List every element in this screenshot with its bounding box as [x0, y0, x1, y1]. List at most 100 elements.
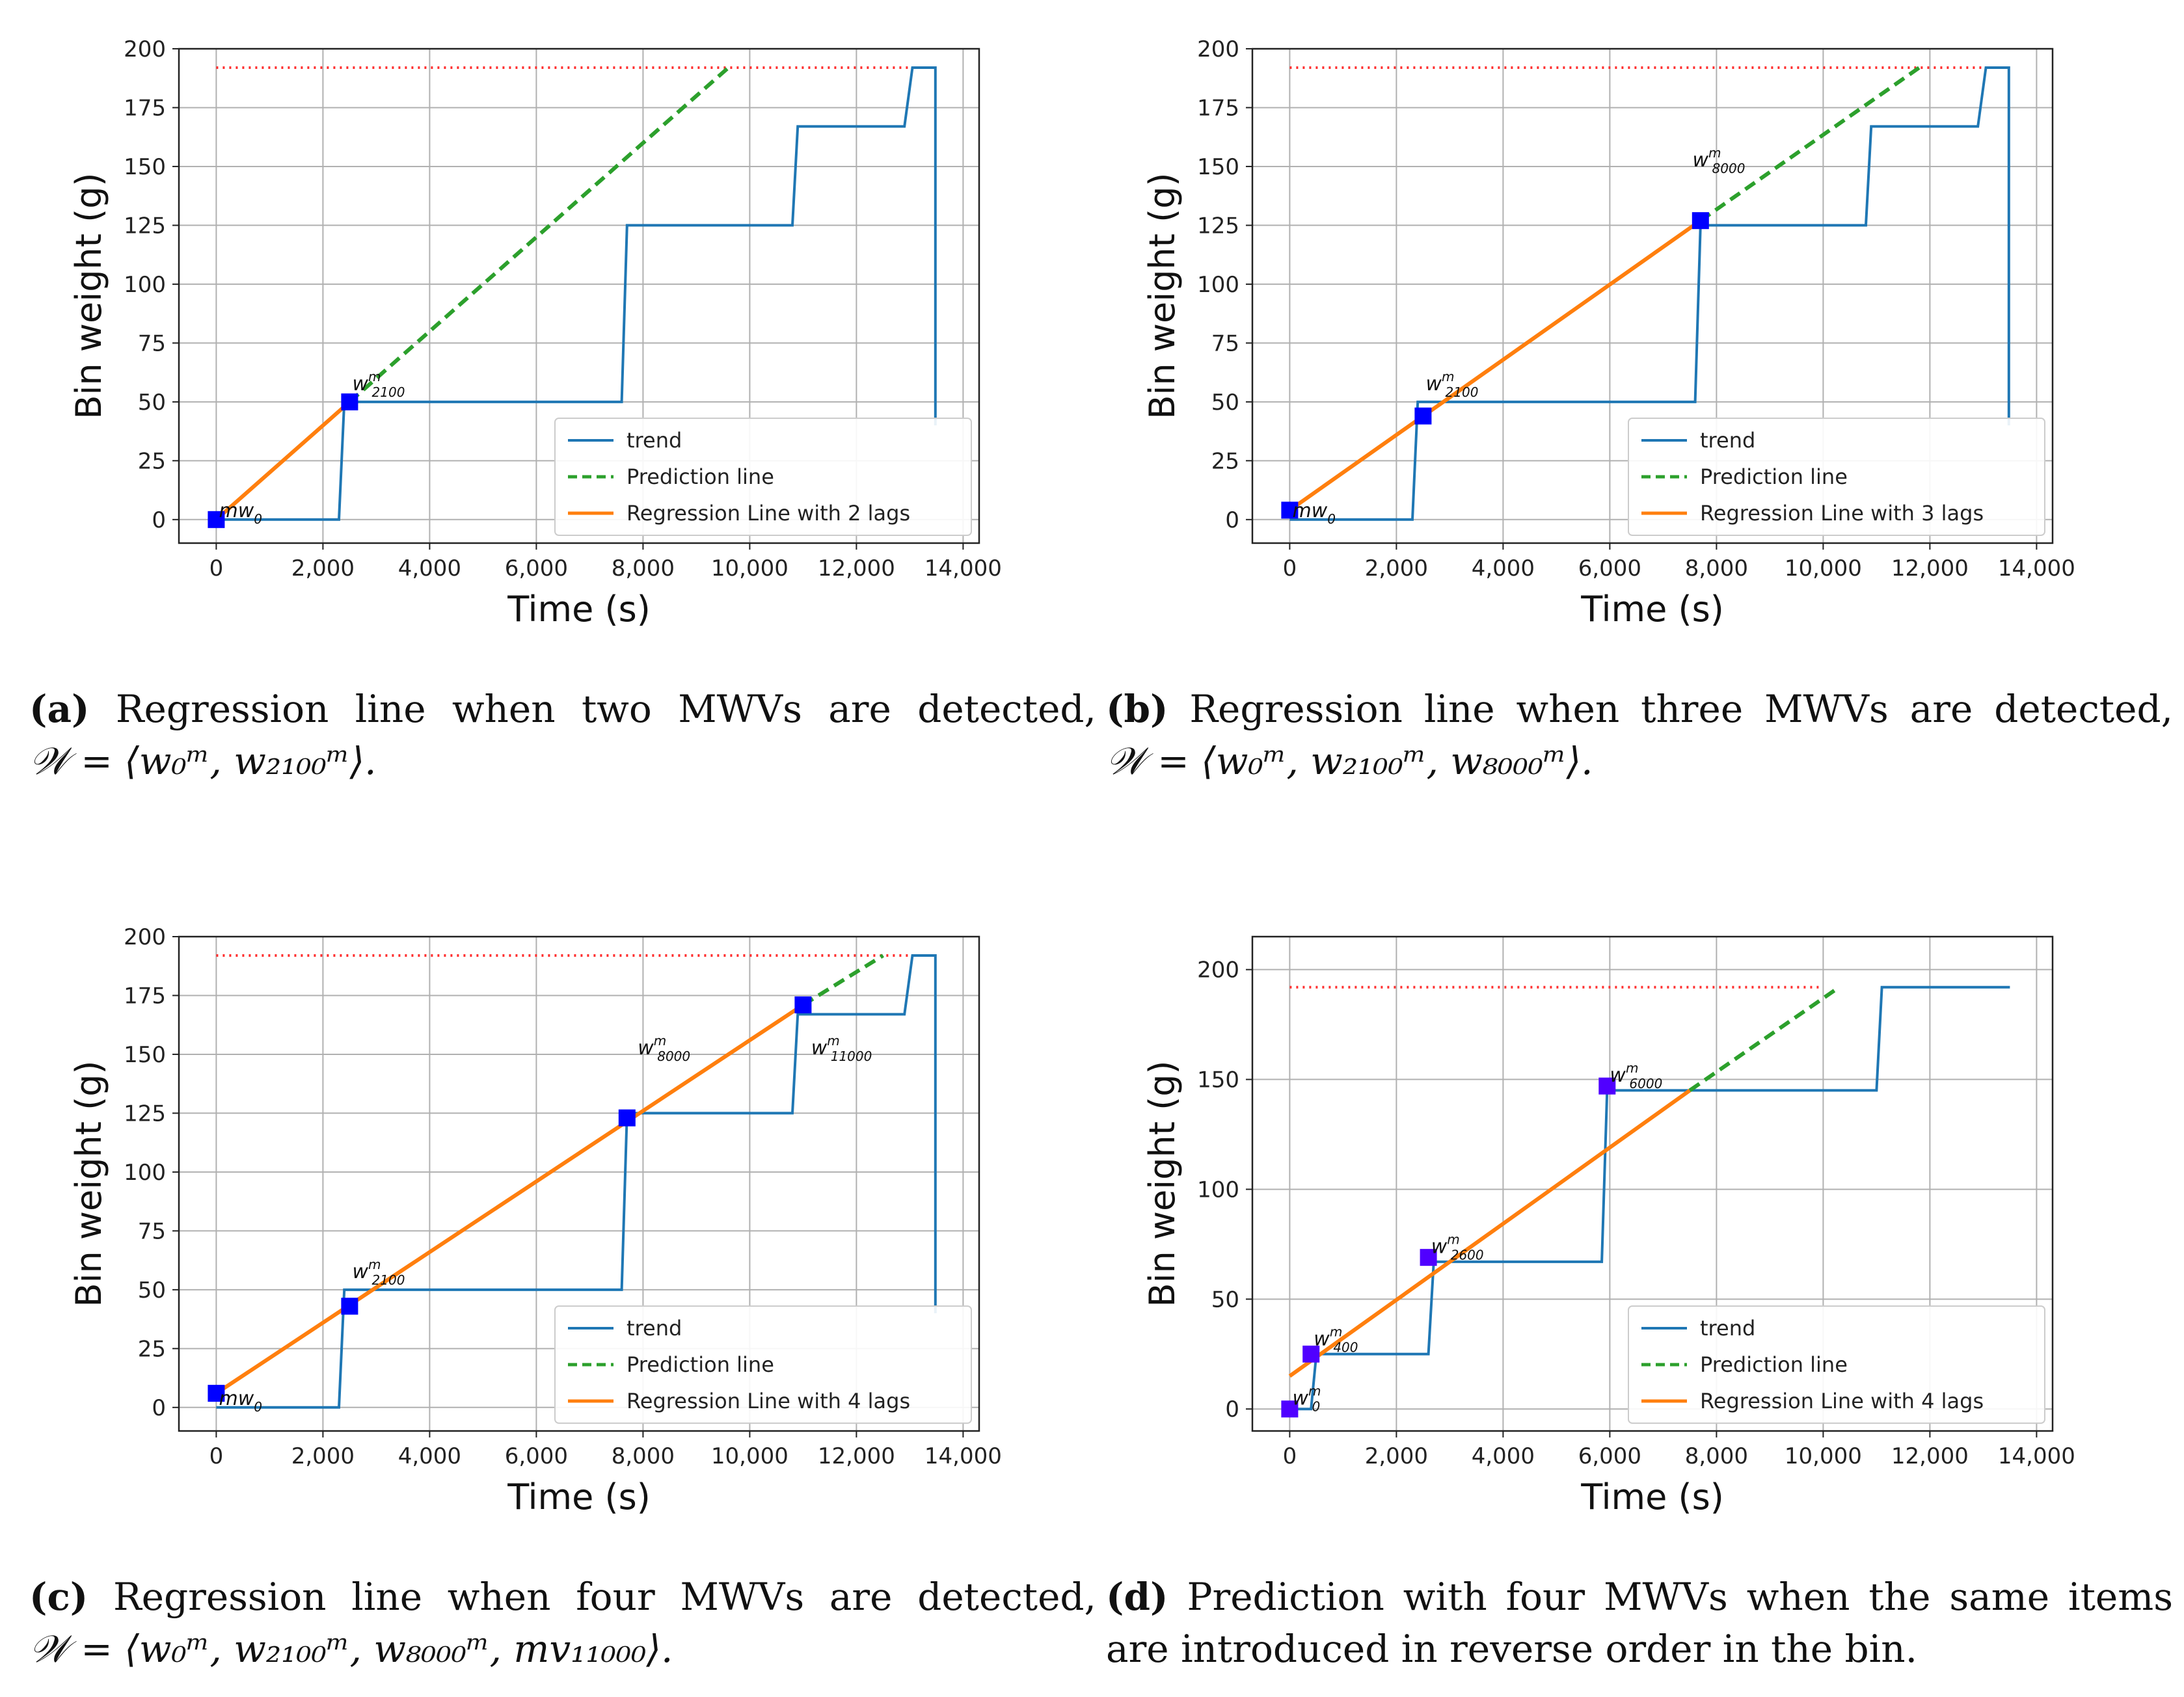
- mwv-marker: [1281, 501, 1299, 519]
- mwv-marker: [1414, 407, 1432, 425]
- y-tick-label: 100: [1197, 1177, 1239, 1203]
- x-axis-label: Time (s): [507, 589, 651, 630]
- x-tick-label: 2,000: [291, 1443, 355, 1469]
- y-tick-label: 175: [1197, 95, 1239, 121]
- x-tick-label: 2,000: [291, 555, 355, 581]
- annotation-sup: m: [1308, 1383, 1321, 1398]
- annotation-sup: m: [368, 369, 381, 384]
- legend-label: Regression Line with 4 lags: [1700, 1389, 1984, 1413]
- annotation-sup: m: [827, 1033, 839, 1049]
- point-annotation: wm 2100: [353, 369, 405, 400]
- trend-series-line: [216, 66, 937, 521]
- x-tick-label: 8,000: [612, 1443, 675, 1469]
- plot-frame: [1251, 47, 2054, 544]
- y-tick-label: 150: [1197, 1067, 1239, 1093]
- caption-c-line2: 𝒲 = ⟨w₀ᵐ, w₂₁₀₀ᵐ, w₈₀₀₀ᵐ, mv₁₁₀₀₀⟩.: [29, 1627, 673, 1671]
- annotation-base: w: [1314, 1328, 1330, 1350]
- annotation-sup: m: [1330, 1324, 1342, 1339]
- point-annotation: wm 6000: [1610, 1060, 1662, 1091]
- annotation-base: w: [811, 1037, 828, 1060]
- x-tick-label: 14,000: [1998, 1443, 2075, 1469]
- trend-series-line: [1289, 985, 2010, 1411]
- legend-label: Regression Line with 3 lags: [1700, 501, 1984, 526]
- annotation-base: w: [1610, 1064, 1626, 1087]
- x-tick-label: 6,000: [505, 555, 568, 581]
- annotation-sub: 2100: [372, 1272, 405, 1288]
- annotation-sub: 0: [254, 511, 262, 527]
- mwv-marker: [1598, 1077, 1616, 1095]
- annotation-sub: 8000: [1712, 161, 1746, 176]
- regression-series-line: [215, 1003, 805, 1395]
- y-tick-label: 100: [124, 272, 166, 298]
- regression-series-line: [1288, 1088, 1692, 1378]
- annotation-sub: 2600: [1451, 1247, 1484, 1263]
- legend-box: [1628, 418, 2045, 536]
- annotation-sub: 11000: [831, 1049, 872, 1064]
- plot-frame: [178, 935, 980, 1432]
- x-tick-label: 14,000: [924, 555, 1002, 581]
- x-tick-label: 2,000: [1365, 555, 1428, 581]
- annotation-sub: 8000: [657, 1049, 690, 1064]
- caption-b-line2: 𝒲 = ⟨w₀ᵐ, w₂₁₀₀ᵐ, w₈₀₀₀ᵐ⟩.: [1106, 739, 1593, 783]
- point-annotation: mw0: [219, 500, 263, 527]
- mwv-marker: [794, 996, 812, 1013]
- y-axis-label: Bin weight (g): [68, 172, 109, 419]
- legend-label: Prediction line: [627, 1352, 774, 1377]
- mwv-marker: [1420, 1249, 1437, 1266]
- x-tick-label: 6,000: [1578, 1443, 1641, 1469]
- legend-box: [1628, 1305, 2045, 1424]
- annotation-sup: m: [1626, 1060, 1638, 1076]
- x-tick-label: 12,000: [818, 555, 895, 581]
- x-tick-label: 0: [209, 555, 224, 581]
- point-annotation: wm 2600: [1431, 1231, 1484, 1263]
- caption-b-line1: Regression line when three MWVs are dete…: [1189, 687, 2174, 731]
- regression-series-line: [215, 400, 351, 522]
- x-tick-label: 0: [1283, 555, 1297, 581]
- annotation-sup: m: [1708, 145, 1721, 161]
- y-tick-label: 150: [124, 1042, 166, 1068]
- mwv-marker: [1692, 212, 1709, 230]
- x-tick-label: 12,000: [1891, 555, 1969, 581]
- y-tick-label: 200: [124, 36, 166, 62]
- legend-box: [554, 418, 972, 536]
- x-tick-label: 4,000: [1472, 1443, 1535, 1469]
- chart-a: 0 2,000 4,000 6,000 8,000 10,000 12,000 14,000 0…: [68, 36, 1002, 630]
- x-tick-label: 2,000: [1365, 1443, 1428, 1469]
- chart-c: 0 2,000 4,000 6,000 8,000 10,000 12,000 14,000 0…: [68, 924, 1002, 1517]
- x-tick-label: 12,000: [818, 1443, 895, 1469]
- y-tick-label: 50: [1211, 1287, 1239, 1313]
- y-tick-label: 150: [1197, 154, 1239, 180]
- caption-b-tag: (b): [1106, 687, 1168, 731]
- y-tick-label: 100: [1197, 272, 1239, 298]
- legend-label: trend: [627, 1316, 682, 1341]
- chart-d: 0 2,000 4,000 6,000 8,000 10,000 12,000 14,000 0…: [1142, 935, 2075, 1517]
- x-axis-label: Time (s): [507, 1477, 651, 1517]
- annotation-sup: m: [1442, 369, 1454, 384]
- annotation-sub: 0: [1327, 511, 1336, 527]
- annotation-base: mw: [219, 500, 254, 522]
- legend-label: trend: [1700, 1316, 1755, 1341]
- x-axis-label: Time (s): [1580, 589, 1724, 630]
- x-tick-label: 0: [1283, 1443, 1297, 1469]
- x-tick-label: 8,000: [1685, 1443, 1748, 1469]
- annotation-sub: 0: [254, 1399, 262, 1415]
- plot-frame: [1251, 935, 2054, 1432]
- caption-a-line1: Regression line when two MWVs are detect…: [115, 687, 1096, 731]
- caption-a: (a) Regression line when two MWVs are de…: [29, 683, 1096, 787]
- legend-label: trend: [627, 428, 682, 453]
- y-tick-label: 0: [1225, 1396, 1239, 1423]
- y-tick-label: 0: [152, 1395, 166, 1421]
- regression-series-line: [1288, 219, 1702, 512]
- annotation-sub: 400: [1333, 1339, 1358, 1355]
- annotation-base: w: [1431, 1235, 1448, 1258]
- y-axis-label: Bin weight (g): [1142, 172, 1183, 419]
- y-tick-label: 100: [124, 1160, 166, 1186]
- y-tick-label: 75: [138, 1218, 166, 1244]
- x-tick-label: 10,000: [1785, 555, 1862, 581]
- y-tick-label: 25: [138, 448, 166, 474]
- x-tick-label: 4,000: [1472, 555, 1535, 581]
- point-annotation: wm 2100: [1426, 369, 1479, 400]
- mwv-marker: [1281, 1400, 1299, 1418]
- legend-label: trend: [1700, 428, 1755, 453]
- annotation-sup: m: [654, 1033, 666, 1049]
